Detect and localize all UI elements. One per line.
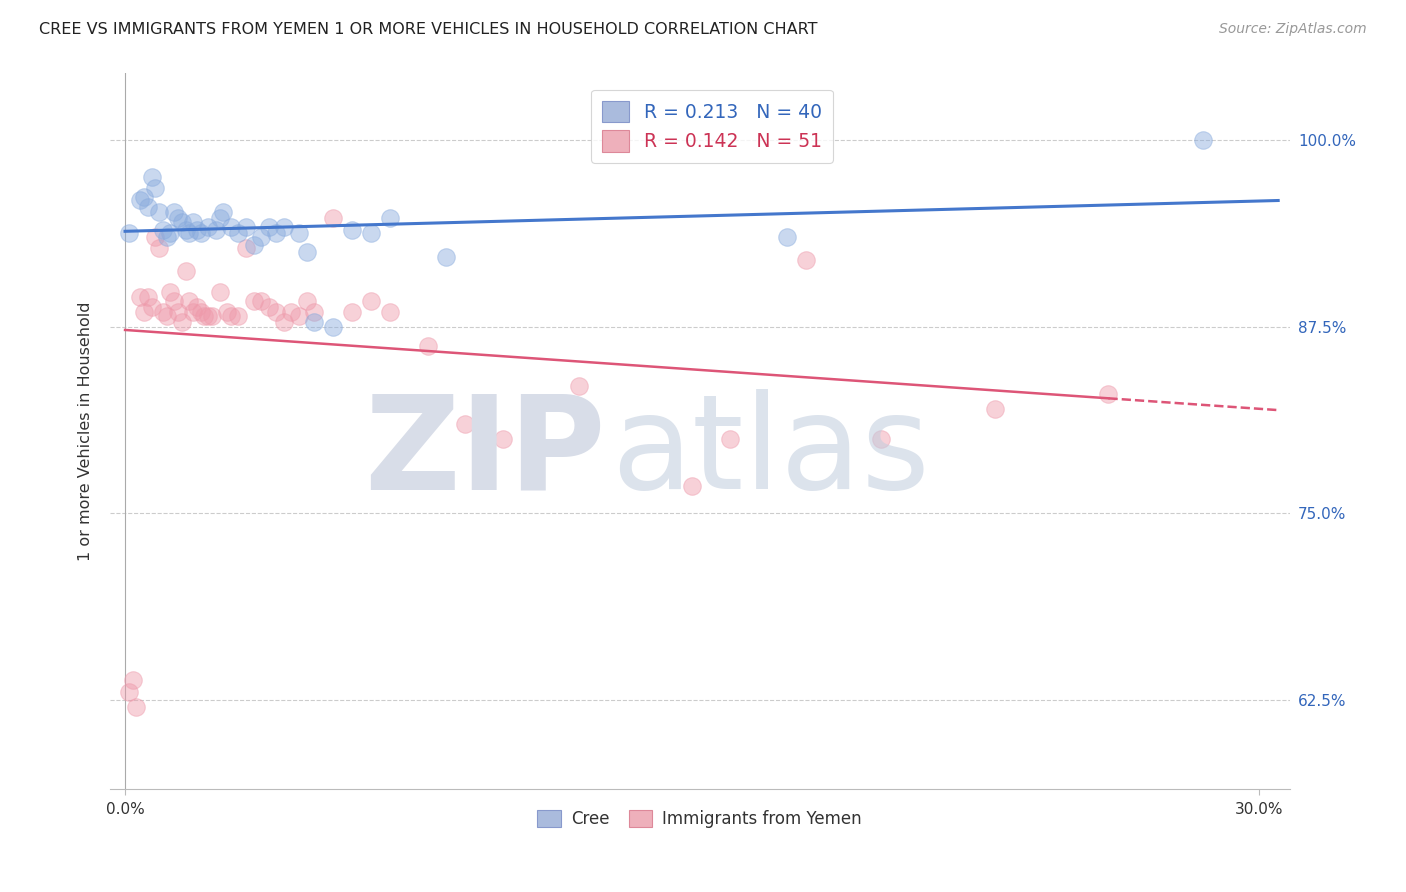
Point	[273, 219, 295, 234]
Point	[983, 401, 1005, 416]
Point	[322, 211, 344, 225]
Point	[340, 304, 363, 318]
Point	[148, 204, 170, 219]
Point	[129, 193, 152, 207]
Point	[174, 264, 197, 278]
Point	[197, 219, 219, 234]
Point	[266, 304, 288, 318]
Point	[219, 219, 242, 234]
Point	[143, 181, 166, 195]
Point	[250, 230, 273, 244]
Point	[167, 211, 190, 225]
Text: ZIP: ZIP	[364, 389, 606, 516]
Point	[163, 204, 186, 219]
Point	[197, 309, 219, 323]
Point	[322, 319, 344, 334]
Point	[181, 304, 204, 318]
Point	[340, 222, 363, 236]
Point	[170, 215, 193, 229]
Point	[718, 432, 741, 446]
Point	[219, 309, 242, 323]
Point	[148, 241, 170, 255]
Point	[156, 230, 179, 244]
Point	[167, 304, 190, 318]
Point	[190, 226, 212, 240]
Point	[1097, 386, 1119, 401]
Point	[143, 230, 166, 244]
Point	[454, 417, 477, 431]
Point	[201, 309, 224, 323]
Point	[125, 700, 148, 714]
Text: Source: ZipAtlas.com: Source: ZipAtlas.com	[1219, 22, 1367, 37]
Point	[235, 219, 257, 234]
Point	[1191, 133, 1213, 147]
Point	[129, 290, 152, 304]
Point	[568, 379, 591, 393]
Point	[132, 190, 155, 204]
Text: CREE VS IMMIGRANTS FROM YEMEN 1 OR MORE VEHICLES IN HOUSEHOLD CORRELATION CHART: CREE VS IMMIGRANTS FROM YEMEN 1 OR MORE …	[39, 22, 818, 37]
Point	[273, 315, 295, 329]
Point	[257, 300, 280, 314]
Point	[118, 685, 141, 699]
Point	[179, 294, 201, 309]
Point	[280, 304, 302, 318]
Point	[186, 300, 208, 314]
Point	[204, 222, 226, 236]
Point	[870, 432, 893, 446]
Point	[776, 230, 799, 244]
Text: atlas: atlas	[612, 389, 931, 516]
Point	[136, 290, 159, 304]
Point	[378, 304, 401, 318]
Point	[152, 304, 174, 318]
Point	[141, 300, 163, 314]
Point	[121, 673, 143, 688]
Point	[302, 304, 325, 318]
Point	[212, 204, 235, 219]
Point	[242, 237, 264, 252]
Point	[360, 226, 382, 240]
Legend: Cree, Immigrants from Yemen: Cree, Immigrants from Yemen	[530, 803, 869, 835]
Point	[436, 250, 458, 264]
Point	[250, 294, 273, 309]
Point	[193, 309, 215, 323]
Point	[208, 211, 231, 225]
Point	[295, 245, 318, 260]
Point	[152, 222, 174, 236]
Point	[794, 252, 817, 267]
Point	[208, 285, 231, 300]
Point	[228, 309, 250, 323]
Point	[242, 294, 264, 309]
Point	[132, 304, 155, 318]
Point	[136, 200, 159, 214]
Point	[266, 226, 288, 240]
Point	[257, 219, 280, 234]
Point	[159, 285, 181, 300]
Point	[181, 215, 204, 229]
Point	[170, 315, 193, 329]
Point	[681, 479, 703, 493]
Point	[295, 294, 318, 309]
Point	[163, 294, 186, 309]
Point	[360, 294, 382, 309]
Point	[174, 222, 197, 236]
Point	[416, 339, 439, 353]
Point	[186, 222, 208, 236]
Point	[190, 304, 212, 318]
Point	[141, 170, 163, 185]
Point	[156, 309, 179, 323]
Point	[179, 226, 201, 240]
Point	[235, 241, 257, 255]
Point	[159, 226, 181, 240]
Point	[492, 432, 515, 446]
Point	[217, 304, 239, 318]
Point	[378, 211, 401, 225]
Point	[118, 226, 141, 240]
Point	[228, 226, 250, 240]
Point	[288, 309, 311, 323]
Point	[302, 315, 325, 329]
Y-axis label: 1 or more Vehicles in Household: 1 or more Vehicles in Household	[79, 301, 93, 561]
Point	[288, 226, 311, 240]
